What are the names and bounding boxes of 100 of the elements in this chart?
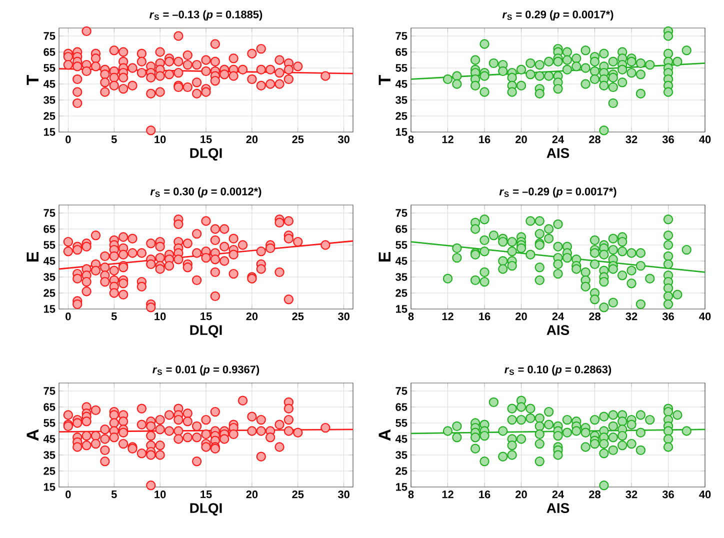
y-tick-label: 45 [43,257,56,265]
x-tick-label: 15 [200,490,212,498]
y-tick-label: 25 [396,289,408,297]
x-tick-label: 25 [292,312,304,320]
x-tick-label: 24 [552,490,564,498]
y-tick-label: 15 [396,305,408,313]
y-tick-label: 35 [396,451,408,459]
x-tick-label: 36 [662,136,674,144]
y-tick-label: 65 [396,225,408,233]
y-tick-label: 35 [44,451,56,459]
x-tick-label: 32 [626,136,638,144]
x-tick-label: 10 [154,312,166,320]
x-tick-label: 15 [200,136,212,144]
x-tick-label: 32 [626,312,638,320]
x-tick-label: 20 [516,136,527,144]
y-tick-label: 55 [44,64,56,72]
x-tick-label: 16 [479,490,490,498]
x-tick-label: 8 [408,312,414,320]
y-tick-label: 75 [44,387,56,395]
y-tick-label: 75 [396,387,408,395]
y-tick-label: 65 [396,48,408,56]
x-axis-title: DLQI [190,503,222,516]
x-axis-title: AIS [546,503,570,514]
x-tick-label: 16 [479,312,490,320]
y-tick-label: 25 [44,289,56,297]
x-tick-label: 20 [516,490,527,498]
x-axis-title: DLQI [190,325,222,338]
y-tick-label: 35 [44,273,56,281]
y-axis-title: T [26,74,38,85]
y-tick-label: 25 [44,467,56,475]
y-tick-label: 15 [44,305,56,313]
y-tick-label: 25 [396,112,408,120]
y-tick-label: 55 [44,419,56,427]
y-tick-label: 15 [44,128,56,136]
y-tick-label: 25 [396,467,408,475]
x-tick-label: 24 [552,312,564,320]
y-tick-label: 65 [396,403,408,411]
x-tick-label: 5 [111,136,117,144]
x-tick-label: 40 [699,312,711,320]
y-tick-label: 35 [396,273,408,281]
x-tick-label: 25 [292,136,304,144]
x-tick-label: 40 [699,136,711,144]
x-tick-label: 20 [246,490,258,498]
x-tick-label: 0 [66,490,71,498]
x-tick-label: 25 [292,490,304,498]
x-tick-label: 30 [338,136,350,144]
x-tick-label: 12 [442,490,454,498]
x-tick-label: 28 [589,490,601,498]
y-tick-label: 65 [44,225,56,233]
x-tick-label: 32 [626,490,638,498]
x-tick-label: 20 [246,136,258,144]
x-tick-label: 8 [408,136,414,144]
x-tick-label: 12 [442,136,454,144]
chart-title: r$_{S}$ = –0.29 (p = 0.0017*) [499,187,616,198]
x-tick-label: 40 [699,490,711,498]
x-tick-label: 28 [589,136,601,144]
x-tick-label: 0 [66,312,71,320]
y-tick-label: 15 [396,483,408,491]
chart-title: r$_{S}$ = –0.13 (p = 0.1885) [150,10,262,20]
y-axis-title: A [378,429,390,441]
y-tick-label: 45 [43,435,56,443]
y-axis-title: T [378,74,390,85]
x-axis-title: AIS [546,325,570,336]
x-tick-label: 12 [442,312,454,320]
y-tick-label: 25 [44,112,56,120]
x-tick-label: 0 [66,136,71,144]
x-tick-label: 36 [662,490,674,498]
y-tick-label: 75 [44,209,56,217]
x-tick-label: 5 [111,312,117,320]
y-tick-label: 75 [396,209,408,217]
x-tick-label: 8 [408,490,414,498]
chart-title: r$_{S}$ = 0.30 (p = 0.0012*) [150,187,262,198]
x-tick-label: 16 [479,136,490,144]
x-axis-title: DLQI [190,148,222,161]
y-tick-label: 45 [395,435,408,443]
y-tick-label: 35 [396,96,408,104]
chart-title: r$_{S}$ = 0.01 (p = 0.9367) [152,365,260,376]
chart-title: r$_{S}$ = 0.29 (p = 0.0017*) [502,10,614,20]
y-axis-title: E [26,252,38,262]
x-tick-label: 15 [200,312,212,320]
y-axis-title: A [26,429,38,441]
x-tick-label: 10 [154,136,166,144]
y-tick-label: 45 [395,80,408,88]
x-tick-label: 30 [338,312,350,320]
y-tick-label: 65 [44,48,56,56]
y-axis-title: E [378,252,390,262]
y-tick-label: 35 [44,96,56,104]
x-tick-label: 30 [338,490,350,498]
x-tick-label: 36 [662,312,674,320]
chart-title: r$_{S}$ = 0.10 (p = 0.2863) [504,365,612,376]
y-tick-label: 15 [44,483,56,491]
y-tick-label: 55 [396,241,408,249]
y-tick-label: 75 [396,32,408,40]
x-tick-label: 10 [154,490,166,498]
x-tick-label: 20 [516,312,527,320]
x-tick-label: 20 [246,312,258,320]
y-tick-label: 55 [396,419,408,427]
y-tick-label: 45 [43,80,56,88]
x-tick-label: 24 [552,136,564,144]
y-tick-label: 15 [396,128,408,136]
